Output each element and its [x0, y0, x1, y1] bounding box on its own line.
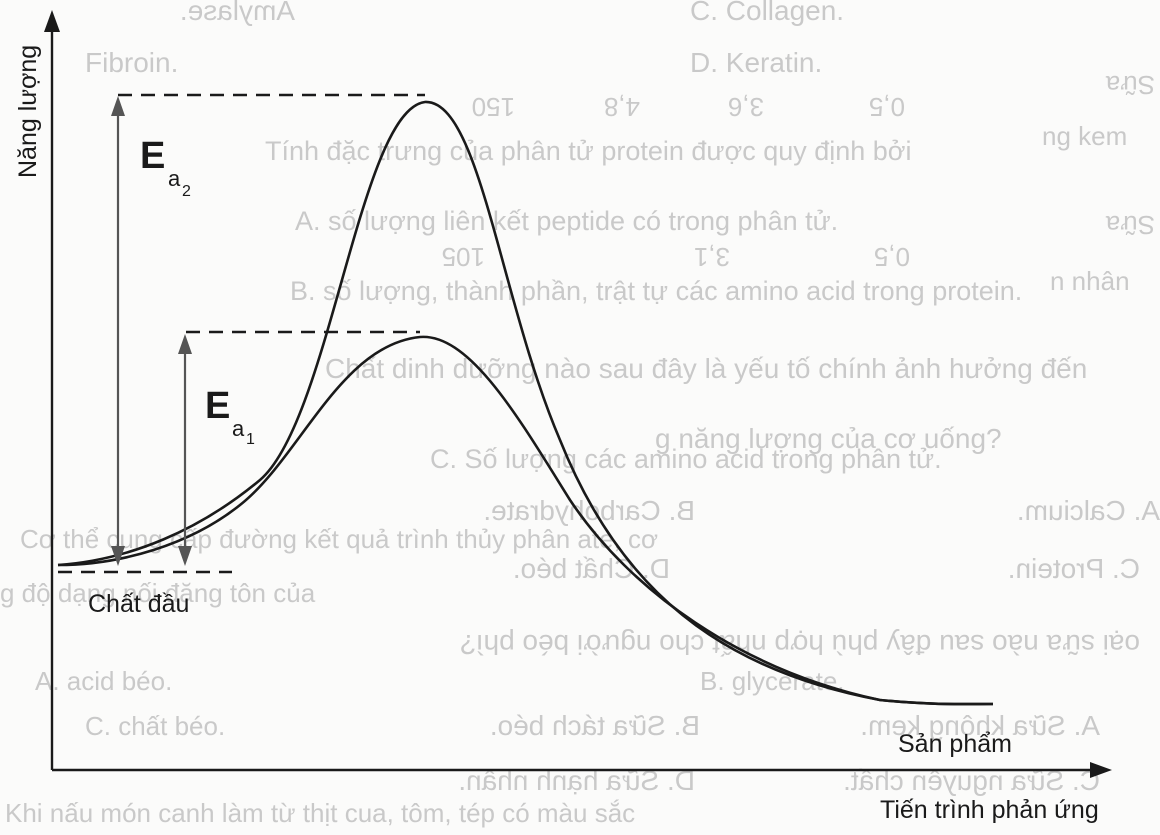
ea1-sub: a [232, 416, 245, 441]
bg-text: Khi nấu món canh làm từ thịt cua, tôm, t… [5, 798, 635, 828]
ea1-arrowhead-up [178, 334, 192, 354]
ea2-label: E a 2 [140, 135, 191, 200]
product-label: Sản phẩm [898, 730, 1012, 758]
bg-text: 0,5 [874, 242, 910, 272]
bg-text: g năng lượng của cơ uống? [655, 423, 1002, 454]
bg-text: B. số lượng, thành phần, trật tự các ami… [290, 276, 1022, 306]
bg-text: n nhân [1050, 266, 1130, 296]
bg-text: 3,6 [728, 92, 764, 122]
activation-energy-arrows [111, 96, 192, 566]
ea1-subsub: 1 [246, 431, 255, 448]
bg-text: Amylase. [180, 0, 295, 26]
bg-text: 4,8 [604, 92, 640, 122]
bg-text: C. Protein. [1008, 553, 1140, 584]
bg-text: B. glycerate. [700, 666, 845, 696]
ea1-label: E a 1 [205, 385, 255, 448]
bg-text: 3,1 [694, 242, 730, 272]
y-axis-arrowhead [44, 10, 60, 32]
bg-text: Chất dinh dưỡng nào sau đây là yếu tố ch… [325, 353, 1087, 384]
ea2-arrowhead-down [111, 546, 125, 566]
bg-text: A. Calcium. [1017, 495, 1160, 526]
ea1-arrowhead-down [178, 546, 192, 566]
bg-text: D. Keratin. [690, 47, 822, 78]
bg-text: Tính đặc trưng của phân tử protein được … [265, 136, 912, 166]
bg-text: C. Collagen. [690, 0, 844, 26]
uncatalyzed-curve [57, 100, 994, 706]
bg-text: 0,5 [869, 92, 905, 122]
ea2-subsub: 2 [182, 183, 191, 200]
x-axis-arrowhead [1090, 762, 1112, 778]
ea2-arrowhead-up [111, 96, 125, 116]
bg-text: Sữa [1105, 70, 1155, 100]
axes [50, 22, 1100, 772]
ea2-main: E [140, 135, 165, 177]
bg-text: B. Sữa tách béo. [490, 710, 700, 741]
bg-text: A. số lượng liên kết peptide có trong ph… [295, 206, 838, 236]
reactant-label: Chất đầu [88, 590, 189, 618]
energy-curves [57, 100, 994, 706]
bg-text: oại sữa nào sau đây phù hợp nhất cho ngư… [460, 629, 1140, 660]
y-axis-label: Năng lượng [14, 45, 42, 178]
bg-text: C. Số lượng các amino acid trong phân tử… [430, 444, 942, 474]
bg-text: Fibroin. [85, 47, 178, 78]
bg-text: A. Sữa không kem. [860, 710, 1100, 741]
bg-text: 150 [472, 92, 515, 122]
ea1-main: E [205, 385, 230, 427]
bg-text: C. chất béo. [85, 711, 225, 741]
bg-text: Cơ thể cung cấp đường kết quả trình thủy… [20, 524, 658, 554]
catalyzed-curve [57, 335, 994, 706]
x-axis-label: Tiến trình phản ứng [880, 796, 1099, 824]
bg-text: Sữa [1105, 210, 1155, 240]
ea2-sub: a [168, 166, 181, 191]
bg-text: A. acid béo. [35, 666, 172, 696]
reference-dashes [58, 93, 425, 574]
bg-text: 105 [442, 242, 485, 272]
bg-text: ng kem [1042, 121, 1127, 151]
